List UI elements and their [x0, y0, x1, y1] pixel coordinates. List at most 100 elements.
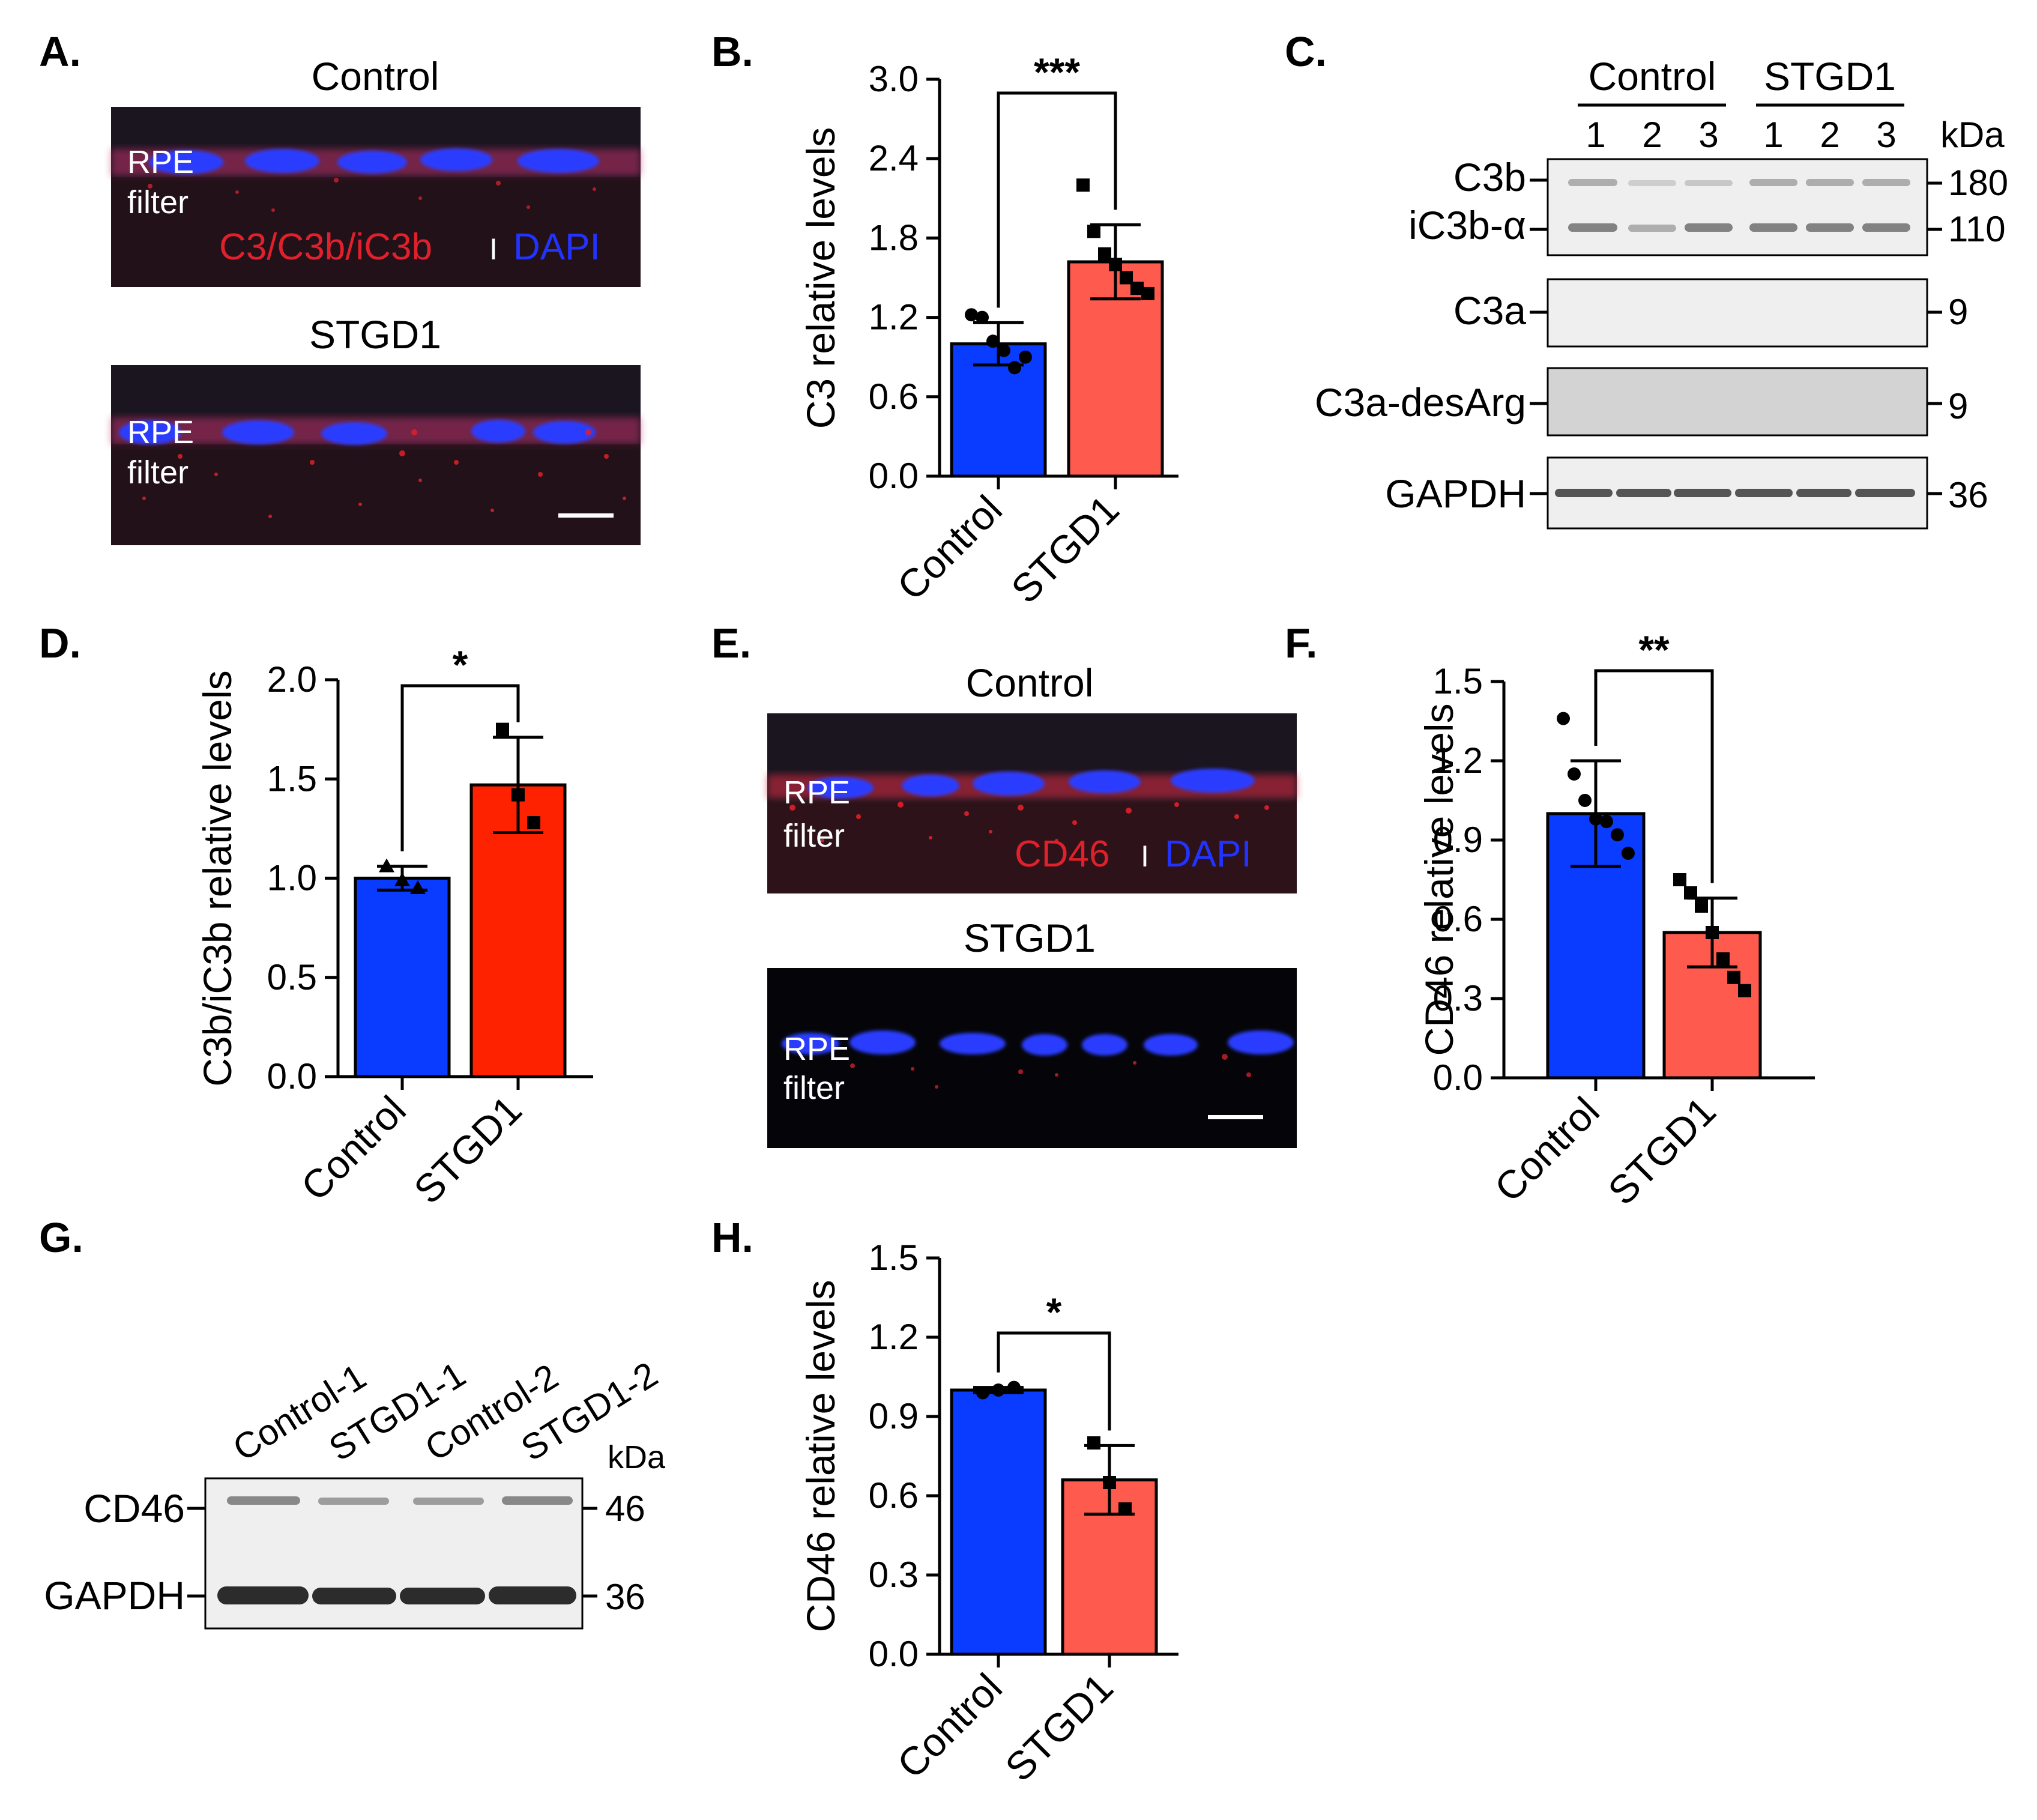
panel-a-title-control: Control — [312, 54, 439, 98]
h-bar-control — [950, 1388, 1047, 1656]
b-y-axis-label: C3 relative levels — [798, 127, 843, 429]
c-bands-gapdh — [1555, 489, 1915, 497]
b-significance-label: *** — [1034, 50, 1080, 94]
c-kda-label: kDa — [1940, 115, 2005, 155]
micrograph-e-control: RPE filter CD46 I DAPI — [767, 713, 1297, 893]
d-significance-bracket — [400, 684, 520, 851]
h-y-tick-label: 0.6 — [869, 1475, 919, 1516]
b-data-point — [1120, 271, 1133, 285]
d-y-tick-label: 2.0 — [267, 659, 317, 700]
c-kda-9b: 9 — [1948, 386, 1968, 426]
c-band-label-c3a: C3a — [1453, 288, 1526, 333]
b-data-point — [976, 310, 989, 324]
h-y-axis-label: CD46 relative levels — [798, 1280, 843, 1633]
c-group-control: Control — [1589, 54, 1716, 98]
d-data-point — [527, 815, 540, 829]
c-lane-3: 3 — [1698, 115, 1718, 155]
a-control-filter-label: filter — [127, 184, 189, 220]
c-lane-5: 2 — [1820, 115, 1839, 155]
f-data-point — [1716, 952, 1730, 966]
h-y-tick-label: 1.5 — [869, 1238, 919, 1278]
g-band-label-cd46: CD46 — [83, 1486, 185, 1531]
f-data-point — [1706, 926, 1719, 939]
c-kda-36: 36 — [1948, 475, 1988, 515]
b-data-point — [1019, 350, 1032, 364]
f-x-tick-label-stgd1: STGD1 — [1599, 1089, 1724, 1214]
f-x-tick-label-control: Control — [1486, 1089, 1608, 1211]
d-x-tick-label-control: Control — [292, 1087, 414, 1209]
d-y-tick-label: 0.0 — [267, 1056, 317, 1096]
c-blot-c3a-desarg — [1547, 367, 1928, 437]
b-data-point — [1141, 286, 1154, 300]
f-y-tick-label: 1.5 — [1433, 661, 1483, 701]
h-data-point — [1007, 1380, 1021, 1394]
b-x-tick-label-control: Control — [889, 487, 1010, 609]
f-data-point — [1673, 873, 1686, 886]
c-band-label-gapdh: GAPDH — [1385, 471, 1526, 516]
d-y-tick-label: 1.0 — [267, 858, 317, 898]
e-control-rpe-label: RPE — [783, 775, 850, 811]
micrograph-a-control: RPE filter C3/C3b/iC3b I DAPI — [111, 107, 641, 287]
c-lane-6: 3 — [1876, 115, 1896, 155]
c-lane-2: 2 — [1642, 115, 1662, 155]
h-data-point — [992, 1383, 1005, 1397]
b-x-tick-label-stgd1: STGD1 — [1003, 487, 1127, 612]
h-y-tick-label: 0.3 — [869, 1555, 919, 1595]
d-x-tick-label-stgd1: STGD1 — [405, 1087, 530, 1212]
b-y-tick-label: 0.6 — [869, 376, 919, 417]
panel-label-d: D. — [39, 620, 81, 667]
f-data-point — [1727, 970, 1740, 984]
d-y-tick-label: 1.5 — [267, 758, 317, 799]
f-data-point — [1589, 812, 1602, 826]
e-stgd1-filter-label: filter — [783, 1070, 845, 1106]
e-stain-blue-label: DAPI — [1165, 833, 1252, 875]
d-data-point — [394, 872, 410, 886]
g-kda-46: 46 — [605, 1489, 645, 1529]
f-y-tick-label: 0.9 — [1433, 820, 1483, 860]
c-kda-180: 180 — [1948, 163, 2008, 203]
d-data-point — [379, 858, 394, 872]
a-scale-bar — [558, 513, 614, 518]
f-data-point — [1557, 712, 1570, 725]
g-kda-label: kDa — [608, 1439, 666, 1475]
c-lane-labels: 1 2 3 1 2 3 — [1586, 115, 1896, 155]
b-y-tick-label: 0.0 — [869, 456, 919, 496]
panel-a-micrographs: Control RPE filter C3/C3b/iC3b I DAPI — [111, 54, 641, 545]
f-data-point — [1578, 794, 1592, 807]
panel-e-micrographs: Control RPE filter CD46 I — [767, 661, 1297, 1148]
c-lane-4: 1 — [1763, 115, 1783, 155]
panel-label-a: A. — [39, 28, 81, 75]
e-stain-red-label: CD46 — [1015, 833, 1110, 875]
panel-a-title-stgd1: STGD1 — [309, 312, 441, 357]
b-data-point — [997, 343, 1010, 357]
a-stgd1-rpe-label: RPE — [127, 414, 194, 450]
f-significance-bracket — [1594, 669, 1714, 883]
micrograph-a-stgd1: RPE filter — [111, 365, 641, 545]
f-y-tick-label: 0.0 — [1433, 1057, 1483, 1098]
g-band-label-gapdh: GAPDH — [44, 1573, 185, 1618]
h-significance-label: * — [1046, 1290, 1062, 1334]
c-bands-ic3b — [1568, 223, 1910, 232]
panel-label-g: G. — [39, 1214, 83, 1261]
f-data-point — [1568, 767, 1581, 781]
c-lane-1: 1 — [1586, 115, 1605, 155]
g-bands-cd46 — [227, 1496, 573, 1505]
h-y-tick-label: 1.2 — [869, 1317, 919, 1357]
c-band-label-c3b: C3b — [1453, 155, 1526, 199]
f-data-point — [1695, 899, 1708, 913]
panel-label-b: B. — [711, 28, 753, 75]
b-y-tick-label: 1.8 — [869, 217, 919, 258]
b-data-point — [986, 334, 1000, 348]
c-band-label-ic3b: iC3b-α — [1408, 203, 1526, 247]
h-data-point — [976, 1386, 989, 1400]
a-stain-blue-label: DAPI — [513, 226, 600, 268]
panel-label-e: E. — [711, 620, 751, 667]
panel-label-c: C. — [1285, 28, 1327, 75]
h-x-tick-label-control: Control — [889, 1665, 1010, 1787]
b-data-point — [1130, 282, 1144, 295]
h-data-point — [1103, 1476, 1116, 1489]
g-bands-gapdh — [217, 1586, 576, 1604]
